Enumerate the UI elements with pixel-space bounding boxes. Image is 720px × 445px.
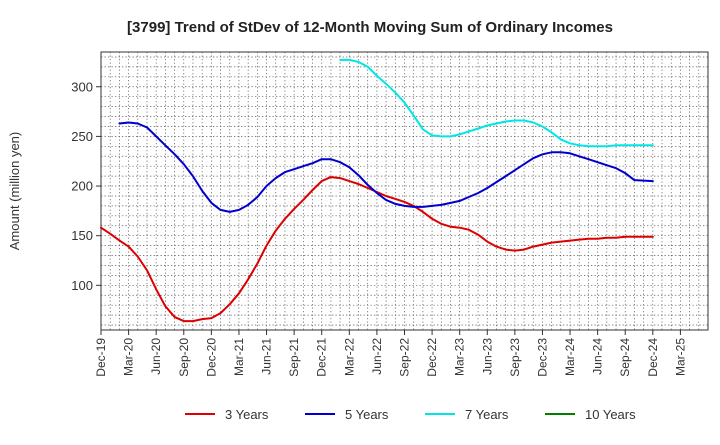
x-tick-label: Dec-24 xyxy=(646,338,660,377)
x-tick-label: Mar-24 xyxy=(563,338,577,376)
x-tick-label: Dec-22 xyxy=(425,338,439,377)
grid-layer xyxy=(101,52,708,330)
x-tick-label: Sep-23 xyxy=(508,338,522,377)
x-tick-label: Dec-19 xyxy=(94,338,108,377)
x-tick-label: Sep-22 xyxy=(398,338,412,377)
x-tick-label: Sep-21 xyxy=(287,338,301,377)
x-tick-label: Sep-20 xyxy=(177,338,191,377)
y-tick-label: 300 xyxy=(71,79,93,94)
y-tick-label: 100 xyxy=(71,278,93,293)
x-tick-label: Dec-20 xyxy=(204,338,218,377)
legend: 3 Years 5 Years 7 Years 10 Years xyxy=(185,407,636,422)
x-tick-label: Jun-23 xyxy=(480,338,494,375)
x-tick-label: Jun-20 xyxy=(149,338,163,375)
x-tick-label: Mar-20 xyxy=(122,338,136,376)
x-tick-label: Jun-21 xyxy=(260,338,274,375)
x-tick-label: Jun-22 xyxy=(370,338,384,375)
axis-layer: 100 150 200 250 300 Dec-19 Mar-20 Jun-20 Sep-20 D… xyxy=(71,51,709,377)
x-tick-label: Sep-24 xyxy=(618,338,632,377)
y-tick-label: 200 xyxy=(71,179,93,194)
x-tick-label: Jun-24 xyxy=(591,338,605,375)
series-line-7-years xyxy=(339,58,654,148)
series-line-5-years xyxy=(118,121,654,213)
series-layer xyxy=(100,58,654,323)
x-tick-label: Mar-21 xyxy=(232,338,246,376)
legend-label-3-years: 3 Years xyxy=(225,407,269,422)
chart-title: [3799] Trend of StDev of 12-Month Moving… xyxy=(127,19,613,36)
legend-label-5-years: 5 Years xyxy=(345,407,389,422)
legend-label-7-years: 7 Years xyxy=(465,407,509,422)
y-tick-label: 250 xyxy=(71,129,93,144)
y-tick-label: 150 xyxy=(71,228,93,243)
x-tick-label: Dec-23 xyxy=(535,338,549,377)
legend-label-10-years: 10 Years xyxy=(585,407,636,422)
x-tick-label: Mar-25 xyxy=(673,338,687,376)
plot-frame xyxy=(100,51,709,331)
y-axis-label: Amount (million yen) xyxy=(7,132,22,251)
x-tick-label: Mar-22 xyxy=(342,338,356,376)
x-tick-label: Dec-21 xyxy=(315,338,329,377)
x-tick-label: Mar-23 xyxy=(453,338,467,376)
